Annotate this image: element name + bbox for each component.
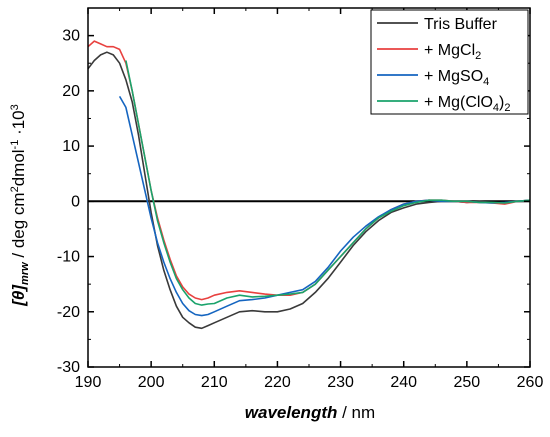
x-tick-label: 200: [138, 374, 165, 391]
series-group: [87, 40, 531, 330]
y-tick-label: -20: [57, 304, 80, 321]
legend: Tris Buffer + MgCl2 + MgSO4 + Mg(ClO4)2: [370, 9, 529, 115]
legend-label-4: + Mg(ClO4)2: [424, 94, 510, 114]
y-axis-title-sub: mrw: [19, 261, 31, 285]
y-axis-title-sup2: 2: [9, 186, 21, 192]
series-line-4: [125, 60, 531, 306]
y-tick-label: 10: [62, 138, 80, 155]
legend-label-1: Tris Buffer: [424, 16, 498, 33]
x-tick-label: 220: [264, 374, 291, 391]
y-axis-title-mid: dmol: [9, 149, 28, 186]
y-tick-label: -10: [57, 249, 80, 266]
x-tick-label: 190: [75, 374, 102, 391]
axes: 190 200 210 220 230 240 250 260 30 20 10 0 -10 -20 -30: [57, 7, 544, 391]
y-tick-label: 20: [62, 83, 80, 100]
x-tick-label: 260: [517, 374, 544, 391]
x-axis-title-italic: wavelength: [245, 403, 338, 422]
x-tick-label: 240: [390, 374, 417, 391]
x-axis-title-unit: / nm: [337, 403, 375, 422]
x-tick-label: 230: [327, 374, 354, 391]
x-tick-label: 210: [201, 374, 228, 391]
y-tick-label: 0: [71, 193, 80, 210]
legend-box: [370, 9, 529, 115]
y-axis-title-theta: [θ]: [9, 284, 28, 307]
y-axis-title-supm1: -1: [9, 140, 21, 150]
legend-label-2: + MgCl2: [424, 42, 481, 62]
x-axis-title: wavelength / nm: [245, 403, 375, 422]
y-axis-title-unit: / deg cm: [9, 192, 28, 262]
legend-label-3: + MgSO4: [424, 68, 489, 88]
y-axis-title-sup3: 3: [9, 104, 21, 110]
y-axis-title: [θ]mrw / deg cm2dmol-1 ·103: [9, 104, 31, 307]
y-axis-title-dot: ·10: [9, 110, 28, 139]
x-tick-label: 250: [454, 374, 481, 391]
y-tick-label: -30: [57, 359, 80, 376]
y-tick-label: 30: [62, 28, 80, 45]
series-line-1: [87, 51, 530, 330]
